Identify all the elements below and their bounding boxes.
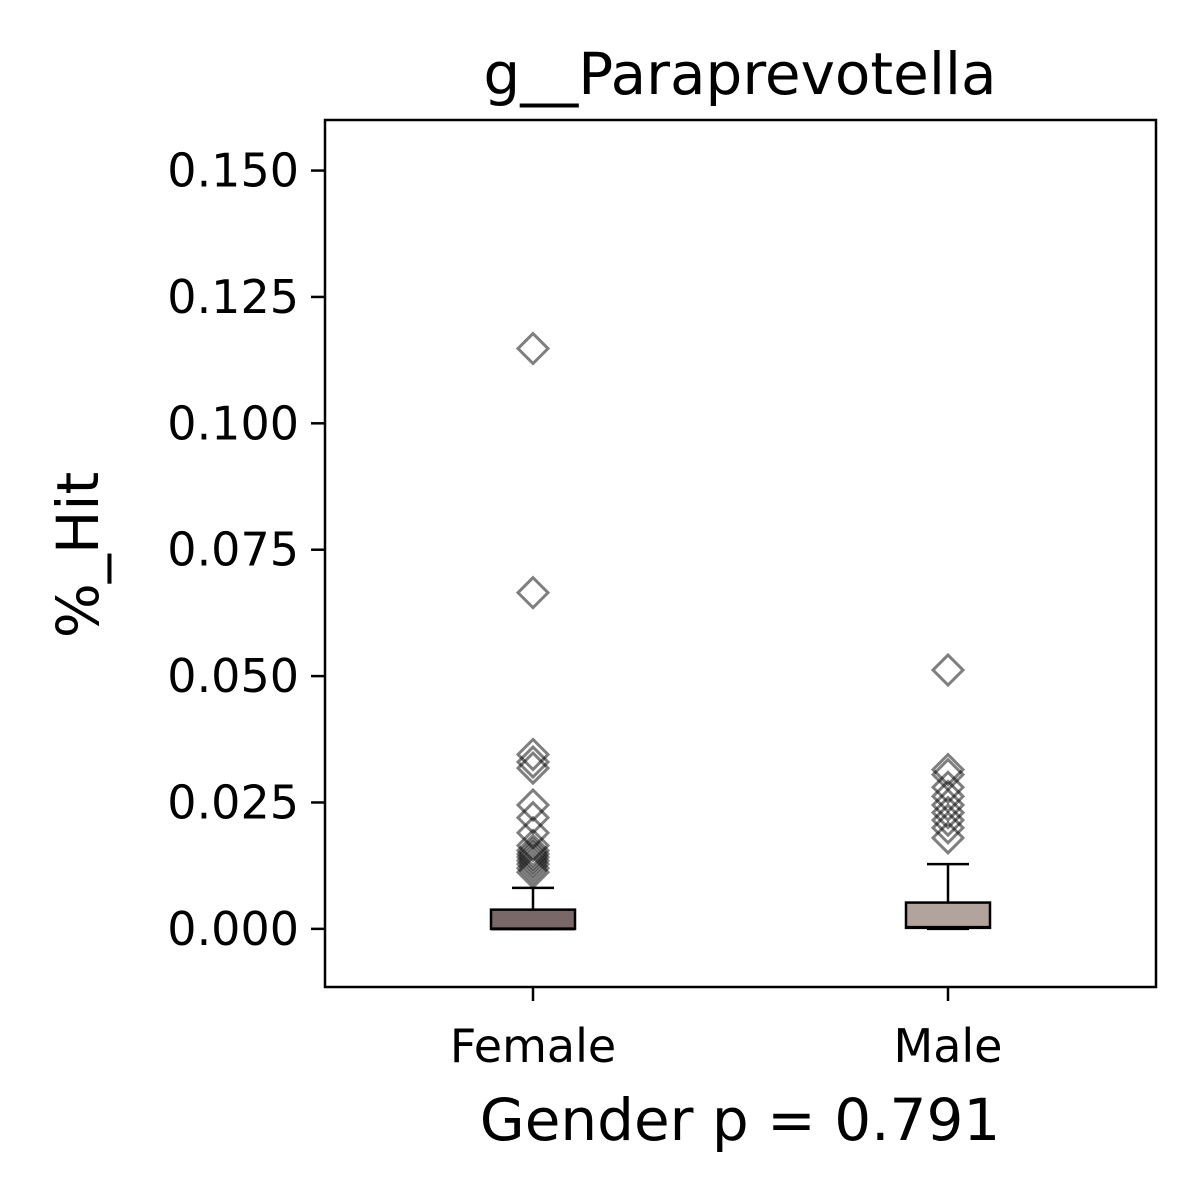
- y-tick-label: 0.050: [167, 649, 299, 703]
- x-tick-label: Male: [894, 1019, 1003, 1073]
- x-axis: Female Male: [450, 987, 1003, 1073]
- y-tick-label: 0.075: [167, 523, 299, 577]
- y-axis: 0.000 0.025 0.050 0.075 0.100 0.125 0.150: [167, 144, 325, 956]
- outlier-point: [515, 800, 551, 835]
- boxes: [489, 331, 992, 931]
- outlier-point: [930, 787, 966, 823]
- box-body: [489, 908, 577, 931]
- box-body: [904, 901, 992, 930]
- outlier-point: [515, 851, 551, 886]
- outlier-point: [930, 820, 966, 855]
- outlier-point: [515, 750, 551, 786]
- outlier-point: [515, 331, 551, 366]
- outlier-point: [515, 839, 551, 875]
- plot-frame: [323, 118, 1158, 989]
- outlier-point: [515, 836, 551, 872]
- outlier-point: [515, 833, 551, 868]
- y-tick-label: 0.100: [167, 396, 299, 450]
- outlier-point: [930, 795, 966, 830]
- y-tick-label: 0.000: [167, 902, 299, 956]
- outlier-point: [930, 810, 966, 845]
- x-axis-label: Gender p = 0.791: [480, 1086, 1001, 1154]
- outlier-point: [515, 843, 551, 878]
- chart-title: g__Paraprevotella: [483, 40, 996, 108]
- outlier-point: [515, 847, 551, 882]
- outlier-point: [515, 787, 551, 823]
- outlier-point: [515, 828, 551, 863]
- y-axis-label: %_Hit: [44, 472, 112, 639]
- outlier-point: [930, 752, 966, 787]
- box-female: [489, 331, 577, 931]
- outlier-point: [930, 652, 966, 688]
- x-tick-label: Female: [450, 1019, 616, 1073]
- outlier-point: [515, 737, 551, 772]
- box-male: [904, 652, 992, 931]
- y-tick-label: 0.125: [167, 270, 299, 324]
- outlier-point: [515, 575, 551, 610]
- y-tick-label: 0.150: [167, 144, 299, 198]
- outlier-point: [515, 744, 551, 780]
- outlier-point: [930, 770, 966, 805]
- outlier-point: [930, 803, 966, 838]
- y-tick-label: 0.025: [167, 775, 299, 829]
